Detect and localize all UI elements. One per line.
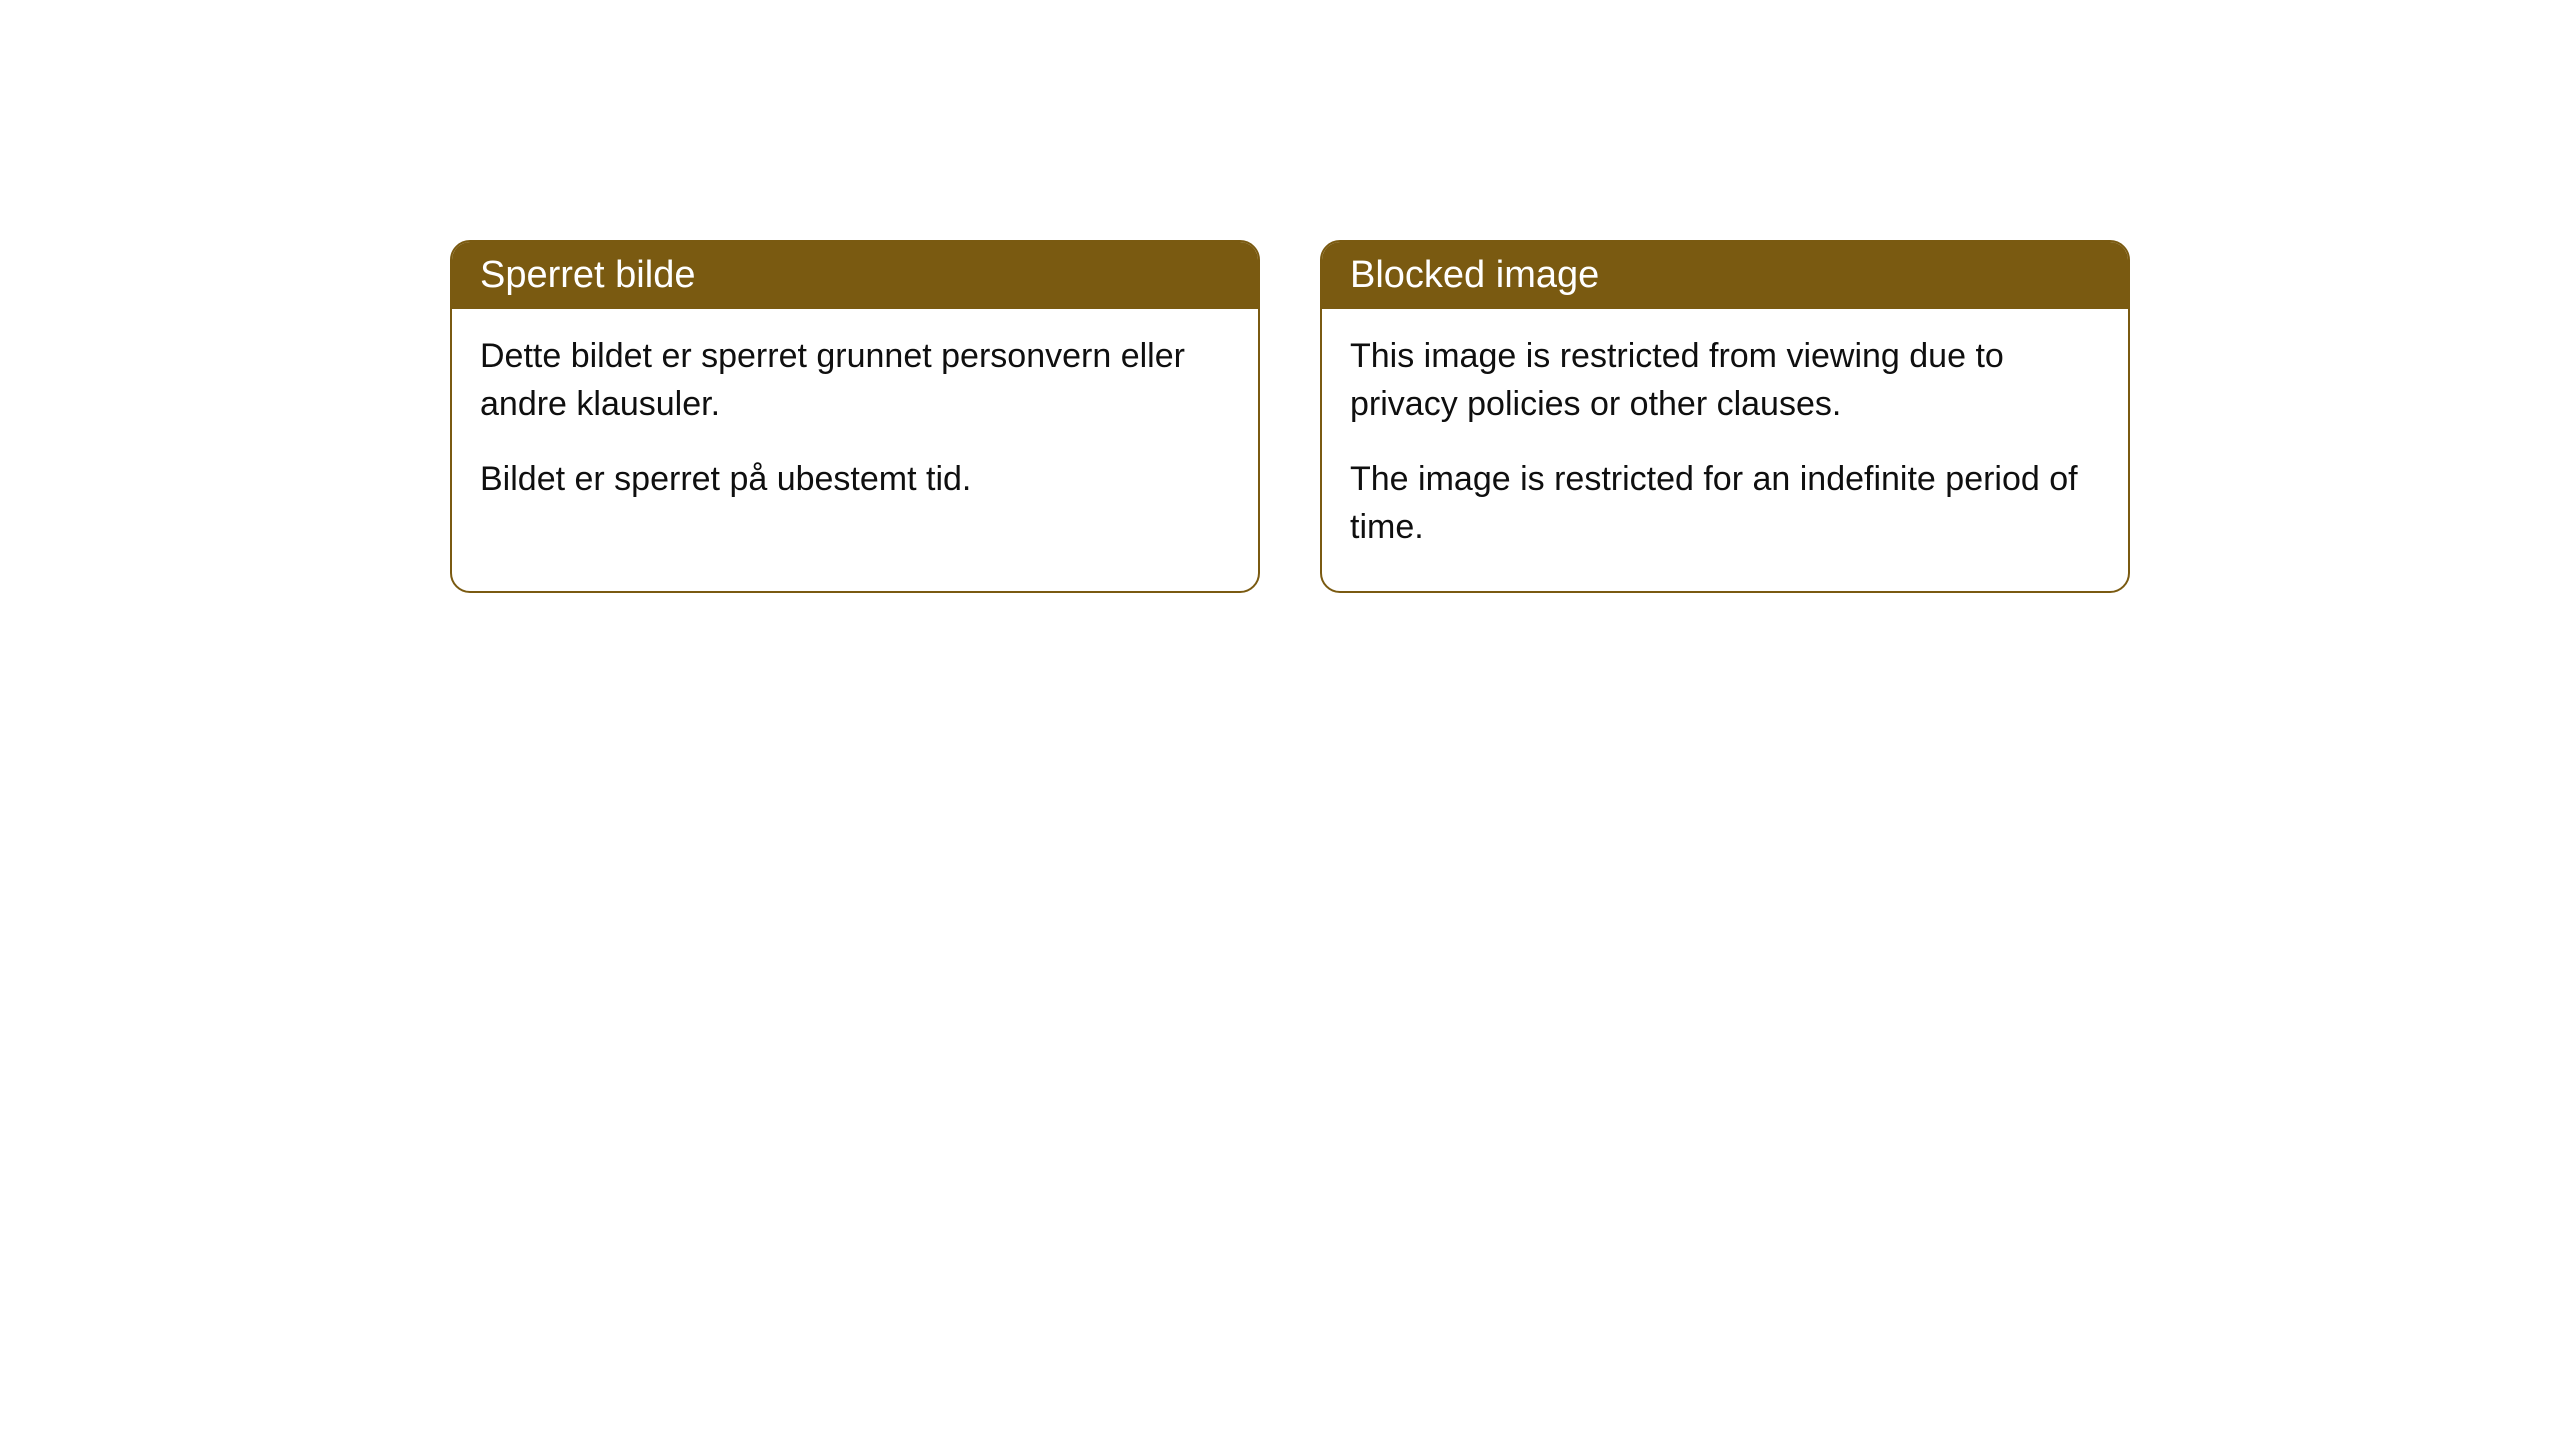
card-header-norwegian: Sperret bilde [452,242,1258,309]
card-paragraph-2: Bildet er sperret på ubestemt tid. [480,456,1230,504]
card-title: Sperret bilde [480,254,695,296]
notice-card-norwegian: Sperret bilde Dette bildet er sperret gr… [450,240,1260,593]
card-paragraph-1: Dette bildet er sperret grunnet personve… [480,333,1230,428]
card-title: Blocked image [1350,254,1599,296]
card-body-norwegian: Dette bildet er sperret grunnet personve… [452,309,1258,544]
card-paragraph-2: The image is restricted for an indefinit… [1350,456,2100,551]
card-body-english: This image is restricted from viewing du… [1322,309,2128,591]
notice-cards-container: Sperret bilde Dette bildet er sperret gr… [450,240,2130,593]
card-header-english: Blocked image [1322,242,2128,309]
card-paragraph-1: This image is restricted from viewing du… [1350,333,2100,428]
notice-card-english: Blocked image This image is restricted f… [1320,240,2130,593]
